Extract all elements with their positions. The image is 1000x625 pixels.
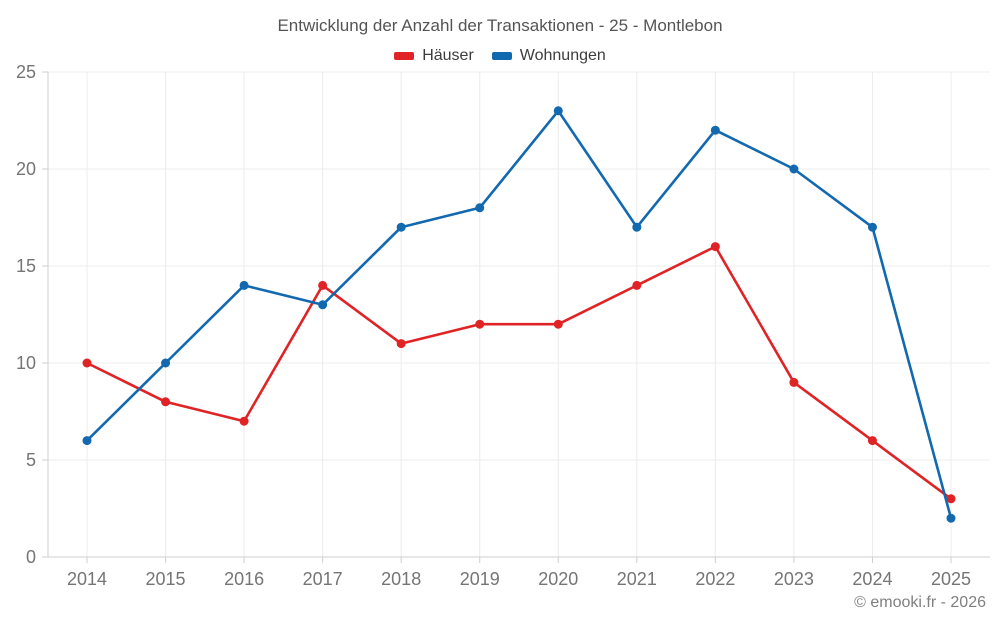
y-tick-label: 0 (26, 547, 36, 567)
y-tick-label: 15 (16, 256, 36, 276)
x-tick-label: 2015 (146, 569, 186, 589)
data-point[interactable] (553, 319, 563, 329)
x-tick-label: 2022 (695, 569, 735, 589)
x-tick-label: 2023 (774, 569, 814, 589)
data-point[interactable] (789, 164, 799, 174)
data-point[interactable] (239, 280, 249, 290)
data-point[interactable] (318, 300, 328, 310)
series-line-häuser (85, 245, 953, 501)
legend-swatch-hauser (394, 52, 415, 60)
series-line-wohnungen (85, 109, 953, 520)
x-tick-label: 2016 (224, 569, 264, 589)
data-point[interactable] (632, 222, 642, 232)
data-point[interactable] (553, 106, 563, 116)
chart-title: Entwicklung der Anzahl der Transaktionen… (277, 16, 723, 35)
y-tick-label: 25 (16, 62, 36, 82)
data-point[interactable] (946, 494, 956, 504)
y-tick-label: 20 (16, 159, 36, 179)
data-point[interactable] (710, 242, 720, 252)
data-point[interactable] (632, 280, 642, 290)
data-point[interactable] (161, 358, 171, 368)
x-tick-label: 2018 (381, 569, 421, 589)
data-point[interactable] (867, 222, 877, 232)
attribution: © emooki.fr - 2026 (854, 594, 986, 611)
legend-swatch-wohnungen (491, 52, 512, 60)
data-point[interactable] (161, 397, 171, 407)
legend: Häuser Wohnungen (0, 47, 1000, 65)
x-tick-label: 2024 (852, 569, 892, 589)
x-tick-label: 2014 (67, 569, 107, 589)
y-tick-label: 10 (16, 353, 36, 373)
x-tick-label: 2019 (460, 569, 500, 589)
data-point[interactable] (82, 436, 92, 446)
legend-label-hauser: Häuser (422, 47, 474, 64)
legend-item-hauser[interactable]: Häuser (394, 47, 474, 65)
data-point[interactable] (239, 416, 249, 426)
data-point[interactable] (396, 339, 406, 349)
data-point[interactable] (396, 222, 406, 232)
data-point[interactable] (318, 280, 328, 290)
data-point[interactable] (946, 513, 956, 523)
x-tick-label: 2021 (617, 569, 657, 589)
x-tick-label: 2020 (538, 569, 578, 589)
legend-label-wohnungen: Wohnungen (519, 47, 606, 64)
x-tick-label: 2017 (303, 569, 343, 589)
legend-item-wohnungen[interactable]: Wohnungen (491, 47, 606, 65)
x-tick-label: 2025 (931, 569, 971, 589)
data-point[interactable] (82, 358, 92, 368)
data-point[interactable] (867, 436, 877, 446)
data-point[interactable] (710, 125, 720, 135)
data-point[interactable] (475, 319, 485, 329)
data-point[interactable] (789, 377, 799, 387)
data-point[interactable] (475, 203, 485, 213)
y-tick-label: 5 (26, 450, 36, 470)
